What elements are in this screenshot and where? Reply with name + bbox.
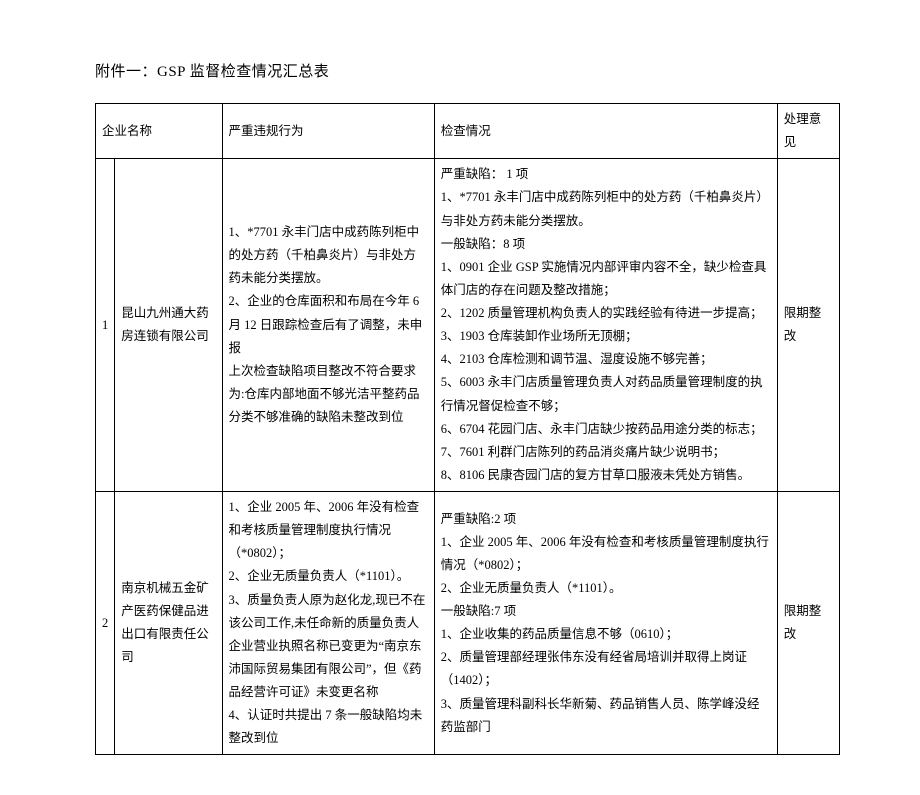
violation-cell: 1、*7701 永丰门店中成药陈列柜中的处方药（千柏鼻炎片）与非处方药未能分类摆… xyxy=(222,159,434,492)
table-header-row: 企业名称 严重违规行为 检查情况 处理意见 xyxy=(96,104,840,159)
table-row: 2 南京机械五金矿产医药保健品进出口有限责任公司 1、企业 2005 年、200… xyxy=(96,492,840,755)
row-index: 1 xyxy=(96,159,115,492)
col-header-company: 企业名称 xyxy=(96,104,223,159)
opinion-cell: 限期整改 xyxy=(777,492,839,755)
col-header-opinion: 处理意见 xyxy=(777,104,839,159)
col-header-violation: 严重违规行为 xyxy=(222,104,434,159)
gsp-summary-table: 企业名称 严重违规行为 检查情况 处理意见 1 昆山九州通大药房连锁有限公司 1… xyxy=(95,103,840,755)
inspection-cell: 严重缺陷： 1 项 1、*7701 永丰门店中成药陈列柜中的处方药（千柏鼻炎片）… xyxy=(434,159,777,492)
table-row: 1 昆山九州通大药房连锁有限公司 1、*7701 永丰门店中成药陈列柜中的处方药… xyxy=(96,159,840,492)
page-title: 附件一：GSP 监督检查情况汇总表 xyxy=(95,60,840,81)
company-name: 南京机械五金矿产医药保健品进出口有限责任公司 xyxy=(115,492,222,755)
document-page: 附件一：GSP 监督检查情况汇总表 企业名称 严重违规行为 检查情况 处理意见 … xyxy=(0,0,920,795)
inspection-cell: 严重缺陷:2 项 1、企业 2005 年、2006 年没有检查和考核质量管理制度… xyxy=(434,492,777,755)
company-name: 昆山九州通大药房连锁有限公司 xyxy=(115,159,222,492)
opinion-cell: 限期整改 xyxy=(777,159,839,492)
col-header-inspection: 检查情况 xyxy=(434,104,777,159)
row-index: 2 xyxy=(96,492,115,755)
violation-cell: 1、企业 2005 年、2006 年没有检查和考核质量管理制度执行情况（*080… xyxy=(222,492,434,755)
